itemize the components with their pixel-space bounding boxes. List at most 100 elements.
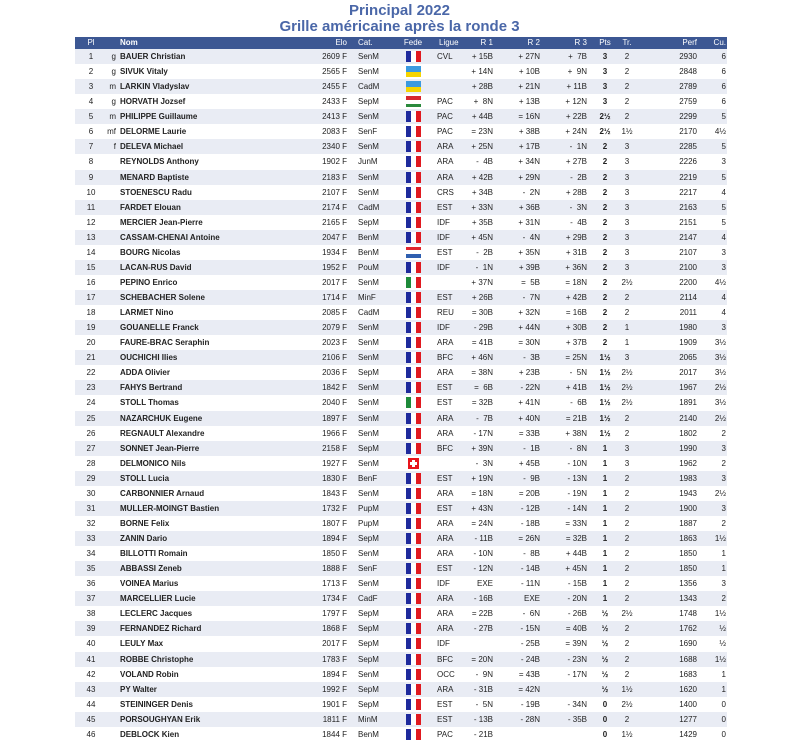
table-row[interactable]: 3 m LARKIN Vladyslav 2455 F CadM + 28B + 21N + … (75, 79, 727, 95)
table-row[interactable]: 30 CARBONNIER Arnaud 1843 F SenM ARA = 18N = 2… (75, 486, 727, 501)
col-r1[interactable]: R 1 (480, 38, 493, 47)
cell-r1: + 15B (471, 52, 493, 61)
cell-perf: 1909 (679, 338, 697, 348)
table-row[interactable]: 38 LECLERC Jacques 1797 F SepM ARA = 22B - 6N -… (75, 606, 727, 621)
cell-r1: = 18N (471, 488, 493, 498)
cell-cat: SepM (358, 699, 379, 709)
table-row[interactable]: 4 g HORVATH Jozsef 2433 F SepM PAC + 8N + 13B + … (75, 94, 727, 109)
cell-perf: 2114 (679, 293, 697, 302)
table-row[interactable]: 15 LACAN-RUS David 1952 F PouM IDF - 1N + 39B +… (75, 259, 727, 275)
table-row[interactable]: 16 PEPINO Enrico 2017 F SenM + 37N = 5B = 18N 2… (75, 275, 727, 290)
cell-perf: 1967 (679, 383, 697, 393)
cell-elo: 1868 F (322, 624, 347, 634)
table-row[interactable]: 42 VOLAND Robin 1894 F SenM OCC - 9N = 43B - 17… (75, 667, 727, 682)
cell-tr: 2 (624, 518, 630, 528)
col-perf[interactable]: Perf (682, 38, 697, 47)
cell-r3: + 7B (568, 52, 587, 61)
col-r2[interactable]: R 2 (527, 38, 540, 47)
table-row[interactable]: 39 FERNANDEZ Richard 1868 F SepM ARA - 27B - 1… (75, 621, 727, 637)
col-pl[interactable]: Pl (87, 38, 95, 47)
cell-cu: 3 (721, 503, 726, 513)
cell-r2: EXE (523, 594, 540, 604)
table-row[interactable]: 46 DEBLOCK Kien 1844 F BenM PAC - 21B 0 1½ 1429 0 (75, 727, 727, 742)
table-row[interactable]: 23 FAHYS Bertrand 1842 F SenM EST = 6B - 22N + … (75, 380, 727, 396)
flag-fra-icon (406, 292, 421, 303)
table-row[interactable]: 13 CASSAM-CHENAI Antoine 2047 F BenM IDF + 45… (75, 229, 727, 245)
cell-pts: 2 (602, 217, 608, 227)
flag-fra-icon (406, 593, 421, 605)
table-row[interactable]: 1 g BAUER Christian 2609 F SenM CVL + 15B + 27N… (75, 49, 727, 65)
table-row[interactable]: 45 PORSOUGHYAN Erik 1811 F MinM EST - 13B - 28… (75, 711, 727, 727)
table-row[interactable]: 29 STOLL Lucia 1830 F BenF EST + 19N - 9B - 13N… (75, 470, 727, 486)
table-row[interactable]: 7 f DELEVA Michael 2340 F SenM ARA + 25N + 17B -… (75, 139, 727, 155)
table-row[interactable]: 11 FARDET Elouan 2174 F CadM EST + 33N + 36B - … (75, 199, 727, 215)
cell-elo: 1811 F (322, 714, 347, 724)
col-cat[interactable]: Cat. (358, 38, 373, 47)
table-row[interactable]: 40 LEULY Max 2017 F SepM IDF - 25B = 39N ½ 2 1690… (75, 636, 727, 651)
table-row[interactable]: 36 VOINEA Marius 1713 F SenM IDF EXE - 11N - 15… (75, 576, 727, 591)
cell-pl: 8 (88, 157, 94, 167)
cell-ligue: ARA (437, 594, 454, 604)
table-row[interactable]: 31 MULLER-MOINGT Bastien 1732 F PupM EST + 43… (75, 500, 727, 516)
table-row[interactable]: 8 REYNOLDS Anthony 1902 F JunM ARA - 4B + 34N +… (75, 154, 727, 169)
cell-nom: BOURG Nicolas (120, 247, 181, 257)
table-row[interactable]: 32 BORNE Felix 1807 F PupM ARA = 24N - 18B = 33… (75, 516, 727, 531)
cell-tr: 2 (624, 579, 630, 589)
table-row[interactable]: 27 SONNET Jean-Pierre 2158 F SepM BFC + 39N - … (75, 440, 727, 456)
table-row[interactable]: 5 m PHILIPPE Guillaume 2413 F SenM PAC + 44B = … (75, 109, 727, 125)
cell-titre: mf (107, 127, 116, 137)
table-row[interactable]: 33 ZANIN Dario 1894 F SepM ARA - 11B = 26N = 32… (75, 531, 727, 547)
cell-r2: - 22N (520, 383, 540, 393)
table-row[interactable]: 14 BOURG Nicolas 1934 F BenM EST - 2B + 35N + 3… (75, 245, 727, 260)
cell-pts: ½ (601, 639, 609, 649)
cell-tr: 2 (624, 97, 630, 107)
col-elo[interactable]: Elo (335, 38, 347, 47)
table-row[interactable]: 28 DELMONICO Nils 1927 F SenM - 3N + 45B - 10N… (75, 456, 727, 471)
cell-nom: ADDA Olivier (120, 368, 170, 378)
table-row[interactable]: 19 GOUANELLE Franck 2079 F SenM IDF - 29B + 44… (75, 320, 727, 336)
cell-elo: 1807 F (322, 518, 347, 528)
cell-ligue: ARA (437, 518, 454, 528)
cell-tr: 2 (624, 714, 630, 724)
col-fede[interactable]: Fede (403, 38, 423, 47)
table-row[interactable]: 43 PY Walter 1992 F SepM ARA - 31B = 42N ½ 1½ 162… (75, 681, 727, 697)
table-row[interactable]: 44 STEININGER Denis 1901 F SepM EST - 5N - 19B… (75, 697, 727, 712)
table-row[interactable]: 25 NAZARCHUK Eugene 1897 F SenM ARA - 7B + 40N… (75, 410, 727, 426)
table-row[interactable]: 20 FAURE-BRAC Seraphin 2023 F SenM ARA = 41B =… (75, 335, 727, 350)
table-row[interactable]: 2 g SIVUK Vitaly 2565 F SenM + 14N + 10B + 9N 3 2… (75, 64, 727, 79)
col-cu[interactable]: Cu. (713, 38, 726, 47)
cell-r1: - 3N (475, 458, 493, 468)
cell-r2: = 30N (518, 338, 540, 348)
table-row[interactable]: 6 mf DELORME Laurie 2083 F SenF PAC = 23N + 38B… (75, 124, 727, 139)
col-tr[interactable]: Tr. (622, 38, 632, 47)
cell-cu: 5 (721, 142, 726, 152)
cell-cu: 0 (721, 714, 726, 724)
cell-pl: 20 (86, 338, 96, 348)
table-row[interactable]: 34 BILLOTTI Romain 1850 F SenM ARA - 10N - 8B +… (75, 546, 727, 561)
table-row[interactable]: 18 LARMET Nino 2085 F CadM REU = 30B + 32N = 16… (75, 305, 727, 320)
col-nom[interactable]: Nom (120, 38, 138, 47)
table-row[interactable]: 9 MENARD Baptiste 2183 F SenM ARA + 42B + 29N -… (75, 169, 727, 185)
cell-perf: 2100 (679, 262, 697, 272)
table-row[interactable]: 24 STOLL Thomas 2040 F SenM EST = 32B + 41N - 6… (75, 395, 727, 410)
table-row[interactable]: 17 SCHEBACHER Solene 1714 F MinF EST + 26B - 7… (75, 290, 727, 306)
table-row[interactable]: 21 OUCHICHI Ilies 2106 F SenM BFC + 46N - 3B = … (75, 350, 727, 366)
cell-nom: PHILIPPE Guillaume (120, 112, 198, 122)
cell-ligue: ARA (437, 549, 454, 559)
cell-ligue: IDF (437, 232, 450, 242)
table-row[interactable]: 12 MERCIER Jean-Pierre 2165 F SepM IDF + 35B +… (75, 215, 727, 230)
col-r3[interactable]: R 3 (574, 38, 587, 47)
flag-fra-icon (406, 728, 421, 740)
cell-tr: 3 (624, 142, 630, 152)
table-row[interactable]: 10 STOENESCU Radu 2107 F SenM CRS + 34B - 2N + … (75, 185, 727, 200)
cell-r3: - 4B (570, 217, 587, 227)
col-ligue[interactable]: Ligue (439, 38, 459, 47)
col-pts[interactable]: Pts (599, 38, 611, 47)
table-row[interactable]: 22 ADDA Olivier 2036 F SepM ARA = 38N + 23B - 5… (75, 365, 727, 380)
cell-elo: 1783 F (322, 654, 347, 664)
table-row[interactable]: 35 ABBASSI Zeneb 1888 F SenF EST - 12N - 14B + … (75, 561, 727, 577)
table-row[interactable]: 41 ROBBE Christophe 1783 F SepM BFC = 20N - 24… (75, 651, 727, 667)
cell-r1: + 37N (471, 277, 493, 287)
table-row[interactable]: 26 REGNAULT Alexandre 1966 F SenM ARA - 17N = … (75, 426, 727, 441)
table-row[interactable]: 37 MARCELLIER Lucie 1734 F CadF ARA - 16B EXE -… (75, 591, 727, 607)
